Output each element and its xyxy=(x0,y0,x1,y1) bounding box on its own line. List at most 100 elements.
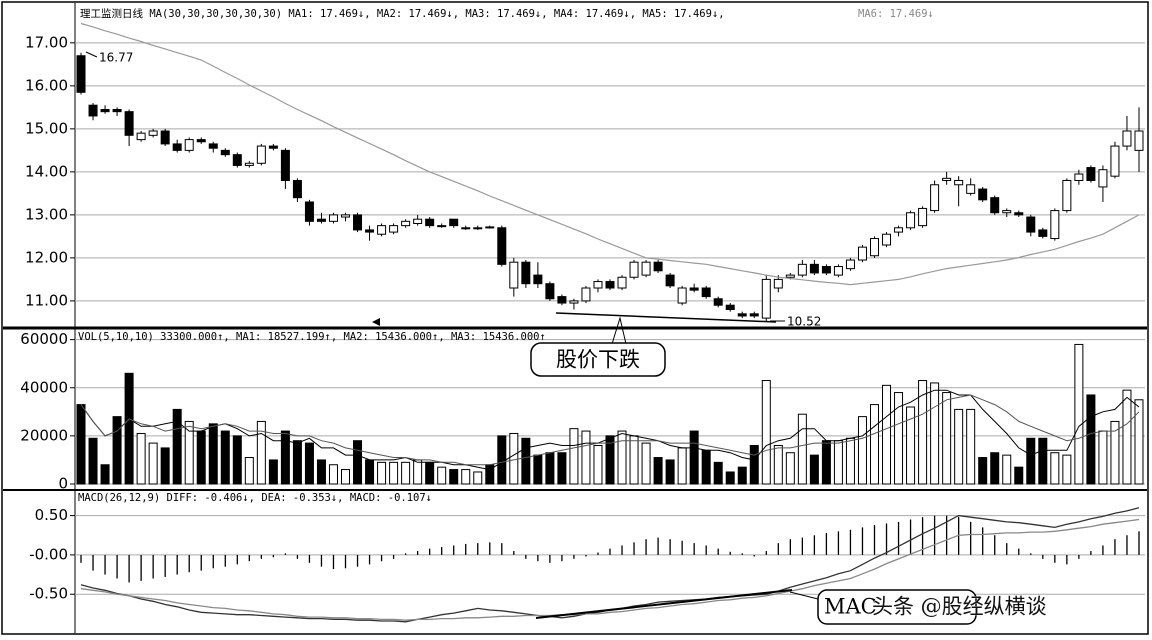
price-header-ma6: MA6: 17.469↓ xyxy=(858,8,934,20)
volume-bar xyxy=(461,469,471,485)
candle-body xyxy=(773,278,783,289)
volume-bar xyxy=(942,392,952,485)
callout-pointer xyxy=(611,316,627,345)
volume-bar xyxy=(761,380,771,485)
high-label: 16.77 xyxy=(99,51,133,65)
candle-body xyxy=(1086,167,1096,181)
volume-bar xyxy=(629,435,639,485)
volume-bar xyxy=(1062,454,1072,485)
price-header: 理工监测日线 MA(30,30,30,30,30,30) MA1: 17.469… xyxy=(80,7,725,20)
volume-bar xyxy=(1038,437,1048,485)
candle-body xyxy=(292,179,302,199)
candle-body xyxy=(377,225,387,235)
volume-bar xyxy=(509,432,519,485)
candle-body xyxy=(930,184,940,212)
y-tick-label: -0.00 xyxy=(29,545,68,563)
volume-bar xyxy=(737,466,747,485)
volume-bar xyxy=(304,442,314,485)
candle-body xyxy=(88,104,98,117)
volume-bar xyxy=(689,430,699,485)
macd-header: MACD(26,12,9) DIFF: -0.406↓, DEA: -0.353… xyxy=(78,492,432,504)
leader-line xyxy=(85,51,98,58)
candle-body xyxy=(365,229,375,233)
candle-body xyxy=(184,139,194,151)
volume-bar xyxy=(966,408,976,485)
low-label: 10.52 xyxy=(787,315,821,329)
candle-body xyxy=(1038,229,1048,237)
trend-line xyxy=(535,589,793,619)
candle-body xyxy=(545,283,555,300)
volume-bar xyxy=(725,471,735,485)
y-tick-label: 14.00 xyxy=(25,162,68,180)
volume-bar xyxy=(244,457,254,485)
volume-bar xyxy=(377,461,387,485)
candle-body xyxy=(809,263,819,274)
volume-bar xyxy=(978,457,988,485)
volume-bar xyxy=(389,461,399,485)
candle-body xyxy=(857,246,867,261)
volume-bar xyxy=(785,452,795,485)
ma-line xyxy=(80,22,1140,286)
volume-bar xyxy=(882,384,892,485)
candle-body xyxy=(894,227,904,233)
candle-body xyxy=(1062,179,1072,212)
candle-body xyxy=(341,214,351,218)
volume-bar xyxy=(545,452,555,485)
candle-body xyxy=(112,109,122,113)
candle-body xyxy=(954,179,964,186)
volume-bar xyxy=(918,380,928,485)
y-tick-label: 0.50 xyxy=(35,506,68,524)
volume-bar xyxy=(316,459,326,485)
candle-body xyxy=(906,212,916,229)
candle-body xyxy=(509,261,519,289)
candle-body xyxy=(124,111,134,136)
volume-bar xyxy=(1134,399,1144,485)
candle-body xyxy=(304,201,314,222)
volume-bar xyxy=(256,420,266,485)
candle-body xyxy=(1074,173,1084,181)
candle-body xyxy=(172,143,182,151)
candle-body xyxy=(569,300,579,304)
volume-ma-line xyxy=(80,389,1140,471)
callout-box xyxy=(817,589,977,625)
candle-body xyxy=(425,218,435,227)
volume-bar xyxy=(353,440,363,485)
volume-bar xyxy=(569,428,579,485)
candle-body xyxy=(713,298,723,306)
candle-body xyxy=(461,227,471,230)
candle-body xyxy=(737,313,747,317)
volume-bar xyxy=(605,435,615,485)
candle-body xyxy=(353,214,363,231)
candle-body xyxy=(557,296,567,304)
volume-bar xyxy=(521,437,531,485)
candle-body xyxy=(449,218,459,227)
volume-bar xyxy=(232,435,242,485)
candle-body xyxy=(869,238,879,257)
volume-bar xyxy=(1002,454,1012,485)
y-tick-label: 13.00 xyxy=(25,205,68,223)
candle-body xyxy=(677,287,687,304)
volume-bar xyxy=(857,416,867,485)
candle-body xyxy=(208,143,218,149)
volume-bar xyxy=(292,440,302,485)
volume-bar xyxy=(1026,437,1036,485)
volume-bar xyxy=(1122,389,1132,485)
candle-body xyxy=(220,149,230,156)
volume-bar xyxy=(208,423,218,485)
candle-body xyxy=(1050,210,1060,240)
candle-body xyxy=(845,259,855,270)
candle-body xyxy=(593,281,603,289)
candle-body xyxy=(1098,169,1108,188)
candle-body xyxy=(990,197,1000,214)
volume-bar xyxy=(713,461,723,485)
candle-body xyxy=(1122,130,1132,147)
candle-body xyxy=(1014,212,1024,216)
volume-bar xyxy=(1110,420,1120,485)
candle-body xyxy=(749,313,759,317)
volume-bar xyxy=(341,469,351,485)
volume-bar xyxy=(665,459,675,485)
volume-bar xyxy=(833,440,843,485)
volume-bar xyxy=(172,408,182,485)
volume-bar xyxy=(533,454,543,485)
